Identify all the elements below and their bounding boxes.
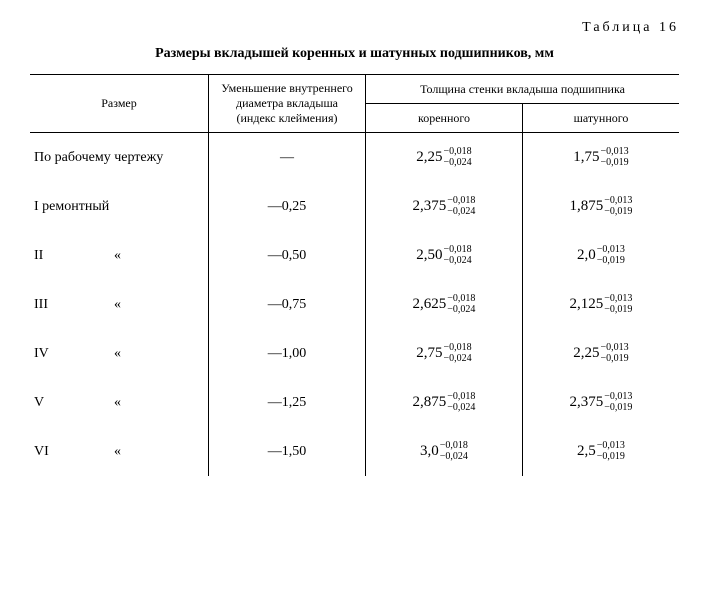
cell-main: 2,75−0,018−0,024 — [366, 329, 523, 378]
table-row: III«—0,75 2,625−0,018−0,024 2,125−0,013−0,… — [30, 280, 679, 329]
tolerance-value: 3,0−0,018−0,024 — [420, 441, 468, 462]
table-row: V«—1,25 2,875−0,018−0,024 2,375−0,013−0,01… — [30, 378, 679, 427]
table-title: Размеры вкладышей коренных и шатунных по… — [30, 46, 679, 62]
cell-conrod: 2,0−0,013−0,019 — [523, 231, 680, 280]
tolerance-value: 2,5−0,013−0,019 — [577, 441, 625, 462]
cell-size: VI« — [30, 427, 209, 476]
tolerance-value: 2,375−0,013−0,019 — [570, 392, 633, 413]
tolerance-value: 2,875−0,018−0,024 — [413, 392, 476, 413]
tolerance-value: 2,625−0,018−0,024 — [413, 294, 476, 315]
cell-main: 2,875−0,018−0,024 — [366, 378, 523, 427]
cell-conrod: 1,75−0,013−0,019 — [523, 133, 680, 183]
cell-reduction: —0,25 — [209, 182, 366, 231]
cell-conrod: 2,375−0,013−0,019 — [523, 378, 680, 427]
table-number: Таблица 16 — [30, 20, 679, 36]
cell-main: 2,625−0,018−0,024 — [366, 280, 523, 329]
table-row: VI«—1,50 3,0−0,018−0,024 2,5−0,013−0,019 — [30, 427, 679, 476]
cell-reduction: —1,25 — [209, 378, 366, 427]
cell-size: I ремонтный — [30, 182, 209, 231]
tolerance-value: 2,50−0,018−0,024 — [416, 245, 471, 266]
cell-size: II« — [30, 231, 209, 280]
tolerance-value: 2,125−0,013−0,019 — [570, 294, 633, 315]
tolerance-value: 2,375−0,018−0,024 — [413, 196, 476, 217]
cell-conrod: 2,125−0,013−0,019 — [523, 280, 680, 329]
tolerance-value: 2,25−0,018−0,024 — [416, 147, 471, 168]
cell-main: 2,375−0,018−0,024 — [366, 182, 523, 231]
cell-size: IV« — [30, 329, 209, 378]
cell-main: 3,0−0,018−0,024 — [366, 427, 523, 476]
cell-reduction: —1,00 — [209, 329, 366, 378]
table-row: II«—0,50 2,50−0,018−0,024 2,0−0,013−0,019 — [30, 231, 679, 280]
cell-main: 2,50−0,018−0,024 — [366, 231, 523, 280]
cell-size: III« — [30, 280, 209, 329]
cell-conrod: 2,5−0,013−0,019 — [523, 427, 680, 476]
cell-size: V« — [30, 378, 209, 427]
col-main: коренного — [366, 104, 523, 133]
cell-reduction: — — [209, 133, 366, 183]
table-row: IV«—1,00 2,75−0,018−0,024 2,25−0,013−0,019 — [30, 329, 679, 378]
tolerance-value: 1,875−0,013−0,019 — [570, 196, 633, 217]
cell-main: 2,25−0,018−0,024 — [366, 133, 523, 183]
col-size: Размер — [30, 75, 209, 133]
bearing-table: Размер Уменьшение внутреннего диаметра в… — [30, 74, 679, 476]
col-reduction: Уменьшение внутреннего диаметра вкладыша… — [209, 75, 366, 133]
table-row: I ремонтный—0,25 2,375−0,018−0,024 1,875−0… — [30, 182, 679, 231]
table-row: По рабочему чертежу— 2,25−0,018−0,024 1,75… — [30, 133, 679, 183]
cell-reduction: —0,75 — [209, 280, 366, 329]
col-conrod: шатунного — [523, 104, 680, 133]
tolerance-value: 1,75−0,013−0,019 — [573, 147, 628, 168]
cell-reduction: —0,50 — [209, 231, 366, 280]
tolerance-value: 2,75−0,018−0,024 — [416, 343, 471, 364]
cell-conrod: 1,875−0,013−0,019 — [523, 182, 680, 231]
cell-size: По рабочему чертежу — [30, 133, 209, 183]
col-thickness-group: Толщина стенки вкладыша подшипника — [366, 75, 680, 104]
tolerance-value: 2,0−0,013−0,019 — [577, 245, 625, 266]
cell-conrod: 2,25−0,013−0,019 — [523, 329, 680, 378]
cell-reduction: —1,50 — [209, 427, 366, 476]
tolerance-value: 2,25−0,013−0,019 — [573, 343, 628, 364]
